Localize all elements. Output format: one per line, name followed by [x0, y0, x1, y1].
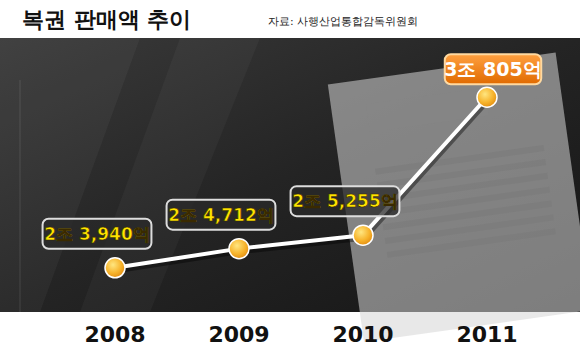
data-label: 2조 3,940억 [44, 224, 150, 244]
data-label: 2조 4,712억 [168, 205, 274, 225]
data-line [115, 97, 487, 268]
x-tick-label: 2008 [84, 322, 145, 347]
x-tick-label: 2009 [208, 322, 269, 347]
ticket-row [385, 214, 554, 244]
light-streak [80, 38, 260, 312]
data-point [229, 239, 249, 259]
chart-root: 복권 판매액 추이 자료: 사행산업통합감독위원회 2조 3,940억 2조 4,71… [0, 0, 580, 356]
data-point [353, 225, 373, 245]
data-label: 2조 5,255억 [292, 191, 398, 211]
x-tick-label: 2011 [456, 322, 517, 347]
data-label: 3조 805억 [444, 58, 542, 80]
line-shadow [116, 99, 488, 270]
ticket-row [375, 145, 544, 175]
ticket-row [377, 159, 546, 189]
title: 복권 판매액 추이 [22, 7, 191, 32]
marks [105, 87, 497, 278]
ticket-row [387, 228, 556, 258]
data-label-box [291, 186, 400, 216]
light-streak [0, 38, 140, 312]
data-label-box [43, 219, 152, 249]
ticket-logo [366, 88, 489, 132]
y-axis-line [20, 80, 21, 316]
data-label-box [445, 54, 541, 84]
data-point [105, 258, 125, 278]
data-label-box [167, 200, 276, 230]
chart-svg: 복권 판매액 추이 자료: 사행산업통합감독위원회 2조 3,940억 2조 4,71… [0, 0, 580, 356]
ticket-row [383, 201, 552, 231]
source: 자료: 사행산업통합감독위원회 [268, 15, 418, 28]
x-tick-label: 2010 [332, 322, 393, 347]
data-point [477, 87, 497, 107]
